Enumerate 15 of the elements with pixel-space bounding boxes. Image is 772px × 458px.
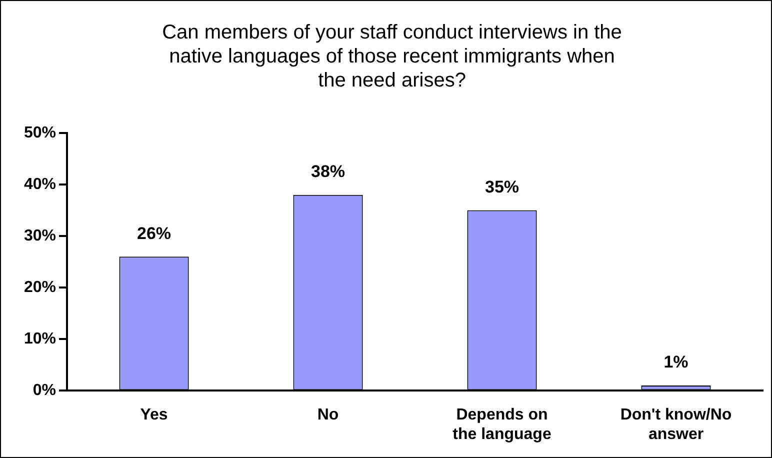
- y-tick-label: 40%: [24, 176, 56, 193]
- x-tick-label: Yes: [140, 406, 168, 424]
- y-tick-label: 0%: [32, 382, 56, 400]
- chart-title: Can members of your staff conduct interviews in the native languages of those recent immigrants when the need arises?: [162, 22, 622, 92]
- y-tick-label: 50%: [24, 124, 56, 142]
- y-tick-label: 30%: [24, 227, 56, 244]
- data-label: 35%: [484, 177, 520, 196]
- y-tick-label: 20%: [24, 278, 56, 296]
- x-tick-label: No: [317, 406, 339, 424]
- x-tick-label: Don't know/No answer: [620, 406, 732, 443]
- y-tick-label: 10%: [24, 330, 56, 348]
- data-label: 38%: [311, 162, 346, 182]
- data-label: 1%: [664, 352, 688, 372]
- x-tick-label: Depends on the language: [452, 406, 552, 443]
- data-label: 26%: [137, 224, 172, 243]
